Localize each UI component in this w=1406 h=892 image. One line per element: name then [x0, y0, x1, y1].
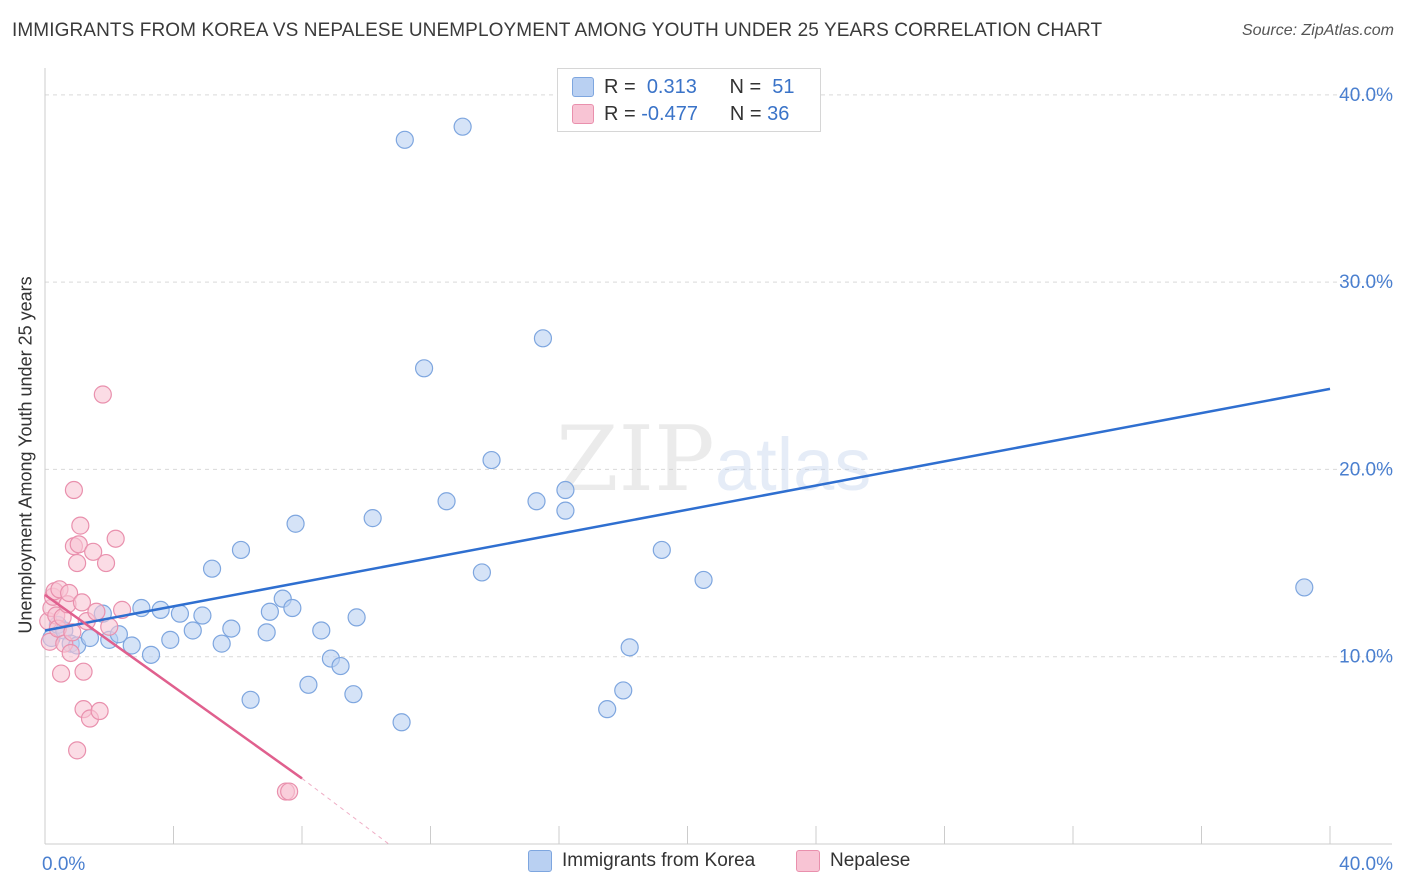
data-points — [39, 85, 1314, 801]
point-korea — [556, 501, 575, 520]
point-nepalese — [68, 741, 87, 760]
point-korea — [202, 559, 222, 578]
grid-lines — [45, 94, 1392, 658]
point-nepalese — [74, 662, 93, 681]
point-korea — [527, 492, 546, 511]
legend-n-value-korea: 51 — [772, 75, 795, 98]
point-korea — [414, 359, 434, 378]
legend-n-value-nepalese: 36 — [767, 102, 790, 125]
point-korea — [299, 675, 318, 694]
legend-item-nepalese[interactable]: Nepalese — [796, 850, 910, 872]
point-korea — [183, 621, 202, 640]
point-korea — [260, 602, 279, 621]
point-korea — [363, 509, 382, 528]
source-label: Source: ZipAtlas.com — [1241, 22, 1394, 39]
point-korea — [620, 638, 639, 657]
point-korea — [283, 598, 302, 618]
point-korea — [141, 645, 161, 664]
point-korea — [170, 604, 190, 623]
correlation-legend: R = 0.313 N = 51 R = -0.477 N = 36 — [557, 68, 821, 132]
y-tick-label: 30.0% — [1339, 272, 1393, 293]
point-korea — [161, 630, 180, 649]
point-korea — [437, 492, 456, 511]
point-korea — [392, 713, 411, 732]
trend-lines — [44, 387, 1331, 845]
point-nepalese — [96, 553, 116, 573]
legend-n-label: N = — [729, 102, 762, 125]
point-nepalese — [69, 535, 88, 554]
legend-r-value-nepalese: -0.477 — [641, 102, 698, 125]
point-korea — [241, 690, 260, 709]
x-tick-label: 40.0% — [1339, 854, 1393, 875]
watermark-atlas: atlas — [715, 423, 871, 506]
tick-labels: 10.0% 20.0% 30.0% 40.0% 0.0% 40.0% — [42, 85, 1393, 875]
point-nepalese — [93, 385, 112, 404]
trendline-nepalese — [44, 593, 303, 780]
legend-label-nepalese: Nepalese — [830, 850, 911, 871]
point-korea — [453, 117, 472, 136]
y-tick-label: 20.0% — [1339, 459, 1393, 480]
watermark-zip: ZIP — [556, 407, 715, 512]
point-korea — [212, 634, 231, 653]
series-legend: Immigrants from Korea Nepalese — [0, 850, 1406, 880]
point-nepalese — [61, 643, 80, 663]
point-korea — [694, 570, 713, 590]
point-korea — [286, 514, 305, 533]
legend-r-label: R = — [604, 102, 636, 125]
legend-r-value-korea: 0.313 — [646, 75, 697, 98]
legend-row-nepalese: R = -0.477 N = 36 — [572, 102, 789, 126]
point-korea — [347, 608, 366, 627]
point-korea — [122, 636, 141, 655]
point-nepalese — [280, 782, 299, 801]
point-korea — [472, 563, 491, 582]
point-korea — [652, 540, 671, 560]
trendline-nepalese-extension — [301, 778, 390, 845]
point-korea — [257, 623, 276, 642]
point-nepalese — [90, 701, 109, 721]
point-korea — [312, 621, 331, 640]
point-korea — [193, 606, 212, 625]
point-korea — [598, 700, 617, 719]
point-korea — [395, 130, 414, 149]
legend-swatch-nepalese — [796, 850, 820, 872]
point-nepalese — [72, 593, 92, 612]
point-korea — [331, 656, 350, 676]
point-nepalese — [71, 516, 90, 535]
legend-item-korea[interactable]: Immigrants from Korea — [528, 850, 755, 872]
point-korea — [231, 540, 251, 560]
point-korea — [533, 329, 553, 348]
legend-n-label: N = — [729, 75, 762, 98]
watermark: ZIP atlas — [556, 407, 871, 512]
point-nepalese — [64, 480, 84, 500]
point-nepalese — [106, 529, 125, 548]
y-tick-label: 10.0% — [1339, 647, 1393, 668]
axes — [44, 68, 1392, 845]
point-korea — [482, 450, 501, 470]
legend-r-label: R = — [604, 75, 636, 98]
point-korea — [614, 681, 633, 700]
chart-title: IMMIGRANTS FROM KOREA VS NEPALESE UNEMPL… — [12, 20, 1103, 41]
point-korea — [222, 619, 241, 638]
legend-swatch-nepalese — [572, 104, 594, 124]
point-korea — [556, 480, 575, 500]
y-tick-label: 40.0% — [1339, 85, 1393, 106]
point-nepalese — [63, 623, 82, 642]
legend-row-korea: R = 0.313 N = 51 — [572, 75, 795, 99]
point-nepalese — [84, 542, 103, 561]
legend-swatch-korea — [528, 850, 552, 872]
point-nepalese — [51, 664, 71, 683]
point-nepalese — [59, 583, 79, 603]
trendline-korea — [44, 387, 1331, 632]
legend-label-korea: Immigrants from Korea — [562, 850, 756, 871]
point-korea — [344, 685, 363, 704]
point-nepalese — [68, 553, 87, 573]
point-korea — [1295, 578, 1314, 597]
legend-swatch-korea — [572, 77, 594, 97]
x-tick-label: 0.0% — [42, 854, 85, 875]
point-nepalese — [87, 602, 106, 621]
